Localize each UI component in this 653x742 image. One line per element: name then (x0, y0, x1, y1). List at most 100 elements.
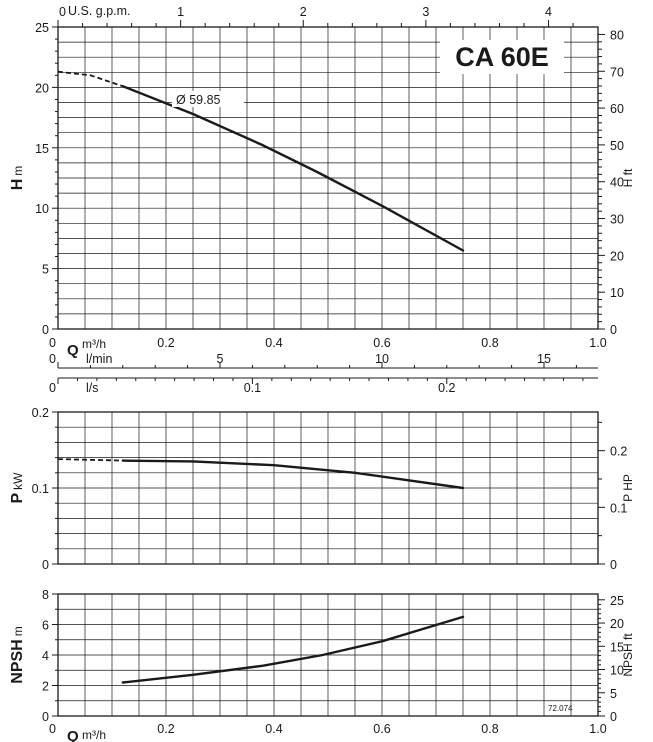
npsh-y-tick-label: 8 (42, 588, 49, 602)
ls-axis-label: l/s (86, 381, 99, 395)
head-x-tick-label: 0 (49, 336, 56, 350)
head-y-tick-label: 10 (35, 202, 49, 216)
power-y-tick-label: 0.1 (32, 482, 49, 496)
head-y-label-main: H (9, 179, 26, 191)
lmin-tick-label: 15 (537, 352, 551, 366)
npsh-y-tick-label: 0 (42, 710, 49, 724)
gpm-axis: 0 1 2 3 4 (57, 5, 574, 27)
npsh-right-y-ticks: 0 5 10 15 20 25 (598, 594, 624, 724)
npsh-x-ticks: 0 0.2 0.4 0.6 0.8 1.0 (49, 722, 607, 736)
npsh-x-tick-label: 0.2 (157, 722, 174, 736)
head-right-y-label: H ft (621, 168, 635, 187)
gpm-tick-label: 3 (422, 5, 429, 19)
head-y-tick-label: 25 (35, 21, 49, 35)
npsh-curve (121, 615, 465, 684)
head-y-label: Hm (9, 166, 26, 191)
power-y-ticks: 0 0.1 0.2 (32, 406, 58, 572)
npsh-right-y-tick-label: 5 (610, 687, 617, 701)
head-x-tick-label: 1.0 (589, 336, 606, 350)
head-right-y-ticks: 0 10 20 30 40 50 60 70 80 (598, 28, 624, 337)
flow-unit-axes: 0 5 10 15 l/min 0 0.1 0.2 l/s (49, 352, 598, 395)
head-right-y-tick-label: 80 (610, 28, 624, 42)
power-curve-extrapolated (57, 458, 123, 462)
head-y-tick-label: 20 (35, 81, 49, 95)
head-y-label-unit: m (11, 166, 25, 176)
npsh-right-y-label: NPSH ft (621, 633, 635, 677)
npsh-x-tick-label: 0.6 (373, 722, 390, 736)
npsh-y-ticks: 0 2 4 6 8 (42, 588, 58, 724)
ls-tick-label: 0.1 (244, 381, 261, 395)
head-x-ticks: 0 0.2 0.4 0.6 0.8 1.0 (49, 336, 607, 350)
head-right-y-tick-label: 60 (610, 102, 624, 116)
head-y-tick-label: 15 (35, 142, 49, 156)
head-curve (121, 85, 465, 252)
q-axis-label-main: Q (67, 342, 79, 359)
npsh-right-y-tick-label: 15 (610, 640, 624, 654)
q-axis-label-unit: m³/h (82, 337, 106, 351)
gpm-tick-label: 1 (177, 5, 184, 19)
head-right-y-tick-label: 0 (610, 323, 617, 337)
npsh-right-y-tick-label: 10 (610, 664, 624, 678)
head-y-ticks: 0 5 10 15 20 25 (35, 21, 58, 337)
npsh-q-axis-label-unit: m³/h (82, 728, 106, 742)
npsh-right-y-tick-label: 25 (610, 594, 624, 608)
ls-tick-label: 0.2 (438, 381, 455, 395)
series-label: Ø 59.85 (176, 93, 221, 107)
npsh-y-tick-label: 6 (42, 619, 49, 633)
npsh-right-y-tick-label: 20 (610, 617, 624, 631)
power-y-tick-label: 0 (42, 558, 49, 572)
power-right-y-ticks: 0 0.1 0.2 (598, 421, 627, 572)
npsh-y-tick-label: 2 (42, 680, 49, 694)
power-right-y-tick-label: 0.2 (610, 445, 627, 459)
ls-tick-label: 0 (49, 381, 56, 395)
power-y-label-main: P (9, 493, 26, 504)
head-x-tick-label: 0.6 (373, 336, 390, 350)
head-y-tick-label: 5 (42, 263, 49, 277)
npsh-x-tick-label: 0.4 (265, 722, 282, 736)
lmin-tick-label: 0 (49, 352, 56, 366)
series-label-bg (172, 91, 244, 107)
head-right-y-tick-label: 70 (610, 65, 624, 79)
npsh-q-axis-label-main: Q (67, 728, 79, 742)
head-right-y-tick-label: 50 (610, 139, 624, 153)
power-y-label-unit: kW (11, 472, 25, 490)
head-right-y-tick-label: 20 (610, 249, 624, 263)
npsh-x-tick-label: 0 (49, 722, 56, 736)
code-annotation: 72.074 (548, 704, 573, 713)
npsh-y-tick-label: 4 (42, 649, 49, 663)
head-right-y-tick-label: 10 (610, 286, 624, 300)
power-right-y-tick-label: 0.1 (610, 501, 627, 515)
gpm-axis-label: U.S. g.p.m. (68, 4, 131, 18)
head-x-tick-label: 0.2 (157, 336, 174, 350)
gpm-tick-label: 4 (545, 5, 552, 19)
npsh-y-label-main: NPSH (9, 639, 26, 683)
power-y-label: PkW (9, 472, 26, 504)
head-x-tick-label: 0.4 (265, 336, 282, 350)
npsh-x-tick-label: 0.8 (481, 722, 498, 736)
lmin-tick-label: 10 (375, 352, 389, 366)
npsh-y-label: NPSH m (9, 626, 26, 683)
title-box (440, 40, 564, 74)
npsh-y-label-unit: m (11, 626, 25, 636)
power-grid (58, 412, 598, 564)
head-right-y-tick-label: 30 (610, 213, 624, 227)
npsh-right-y-tick-label: 0 (610, 710, 617, 724)
power-right-y-tick-label: 0 (610, 558, 617, 572)
power-right-y-label: P HP (621, 474, 635, 502)
power-curve (121, 459, 465, 490)
npsh-grid (58, 594, 598, 716)
power-y-tick-label: 0.2 (32, 406, 49, 420)
lmin-ticks: 0 5 10 15 (49, 352, 577, 368)
npsh-x-tick-label: 1.0 (589, 722, 606, 736)
head-right-y-tick-label: 40 (610, 176, 624, 190)
gpm-tick-label: 2 (300, 5, 307, 19)
gpm-tick-label: 0 (59, 5, 66, 19)
chart-title: CA 60E (455, 42, 549, 72)
head-y-tick-label: 0 (42, 323, 49, 337)
lmin-axis-label: l/min (86, 352, 112, 366)
head-curve-extrapolated (57, 70, 124, 88)
power-panel: 0 0.1 0.2 0 0.1 0.2 PkW P HP (9, 406, 635, 572)
head-grid (58, 27, 598, 329)
